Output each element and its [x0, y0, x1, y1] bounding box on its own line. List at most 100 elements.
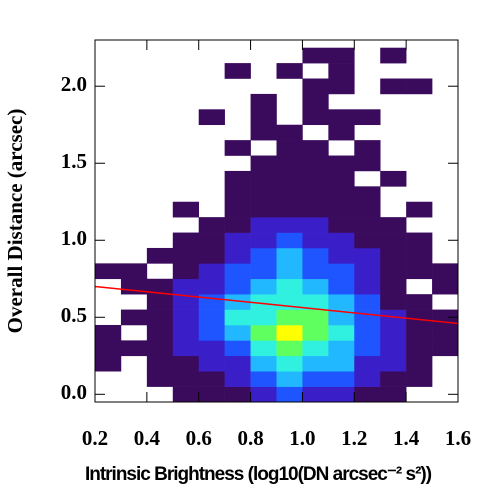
y-tick-label: 0.5: [61, 303, 87, 327]
density-cell: [302, 186, 329, 203]
density-cell: [277, 48, 303, 64]
density-cell: [354, 232, 381, 249]
density-cell: [121, 140, 147, 156]
density-cell: [406, 279, 432, 295]
density-cell: [328, 340, 355, 357]
density-cell: [406, 94, 432, 110]
density-cell: [120, 309, 148, 326]
density-cell: [199, 140, 225, 156]
density-cell: [146, 278, 174, 295]
density-cell: [380, 109, 406, 125]
density-cell: [276, 170, 303, 187]
density-cell: [328, 94, 354, 110]
density-cell: [173, 186, 199, 202]
density-cell: [276, 124, 303, 141]
density-cell: [328, 294, 355, 310]
density-cell: [95, 248, 121, 264]
density-cell: [302, 263, 329, 280]
density-cell: [198, 278, 225, 295]
density-cell: [95, 371, 121, 387]
density-cell: [172, 247, 200, 264]
density-cell: [302, 324, 329, 341]
density-cell: [380, 170, 407, 187]
density-cell: [276, 309, 303, 326]
density-cell: [121, 48, 147, 64]
density-cell: [199, 79, 225, 95]
density-cell: [380, 263, 407, 280]
density-cell: [354, 278, 381, 295]
density-cell: [328, 371, 355, 387]
density-cell: [198, 386, 225, 403]
density-cell: [406, 78, 433, 95]
density-cell: [432, 356, 458, 372]
density-cell: [354, 201, 381, 218]
density-cell: [354, 217, 381, 233]
density-cell: [224, 324, 251, 341]
density-cell: [380, 324, 407, 341]
density-cell: [172, 309, 200, 326]
density-cell: [432, 324, 459, 341]
density-cell: [147, 186, 173, 202]
density-cell: [328, 309, 355, 326]
density-cell: [172, 263, 200, 280]
density-cell: [354, 340, 381, 357]
density-cell: [250, 247, 277, 264]
density-cell: [354, 79, 380, 95]
density-cell: [250, 232, 277, 249]
density-cell: [198, 217, 225, 233]
x-axis-label: Intrinsic Brightness (log10(DN arcsec⁻² …: [85, 464, 432, 485]
density-cell: [406, 247, 433, 264]
y-tick-label: 0.0: [61, 380, 87, 404]
density-cell: [95, 125, 121, 141]
density-cell: [173, 63, 199, 79]
density-cell: [121, 294, 147, 310]
density-cell: [95, 186, 121, 202]
density-cell: [432, 217, 458, 233]
density-cell: [380, 94, 406, 110]
density-cell: [199, 63, 225, 79]
density-cell: [121, 356, 147, 372]
density-cell: [302, 294, 329, 310]
density-cell: [354, 247, 381, 264]
density-cell: [198, 294, 225, 310]
density-cell: [224, 63, 251, 79]
x-tick-label: 1.4: [393, 426, 420, 450]
density-cell: [199, 171, 225, 187]
density-cell: [199, 125, 225, 141]
density-cell: [406, 201, 433, 218]
density-cell: [147, 140, 173, 156]
density-cell: [380, 340, 407, 357]
density-cell: [276, 355, 303, 372]
density-cell: [328, 186, 355, 203]
density-cell: [121, 202, 147, 218]
density-cell: [250, 278, 277, 295]
x-tick-label: 1.0: [289, 426, 315, 450]
density-cell: [251, 140, 277, 156]
density-cell: [224, 278, 251, 295]
density-cell: [432, 140, 458, 156]
density-cell: [328, 386, 355, 403]
y-axis-label: Overall Distance (arcsec): [3, 109, 27, 334]
density-cell: [224, 294, 251, 310]
density-cell: [121, 79, 147, 95]
density-cell: [250, 324, 277, 341]
density-cell: [354, 355, 381, 372]
density-cell: [250, 386, 277, 403]
density-cell: [250, 294, 277, 310]
density-cell: [120, 263, 148, 280]
density-cell: [173, 48, 199, 64]
density-cell: [380, 294, 407, 310]
density-cell: [354, 263, 381, 280]
x-tick-label: 0.8: [237, 426, 263, 450]
density-cell: [225, 156, 251, 172]
density-cell: [380, 47, 407, 64]
y-tick-label: 1.5: [61, 149, 87, 173]
density-cell: [354, 309, 381, 326]
density-cell: [147, 217, 173, 233]
density-cell: [250, 124, 277, 141]
density-cell: [147, 48, 173, 64]
density-cell: [276, 324, 303, 341]
density-cell: [302, 63, 328, 79]
x-tick-label: 0.4: [134, 426, 161, 450]
density-cell: [406, 294, 433, 310]
